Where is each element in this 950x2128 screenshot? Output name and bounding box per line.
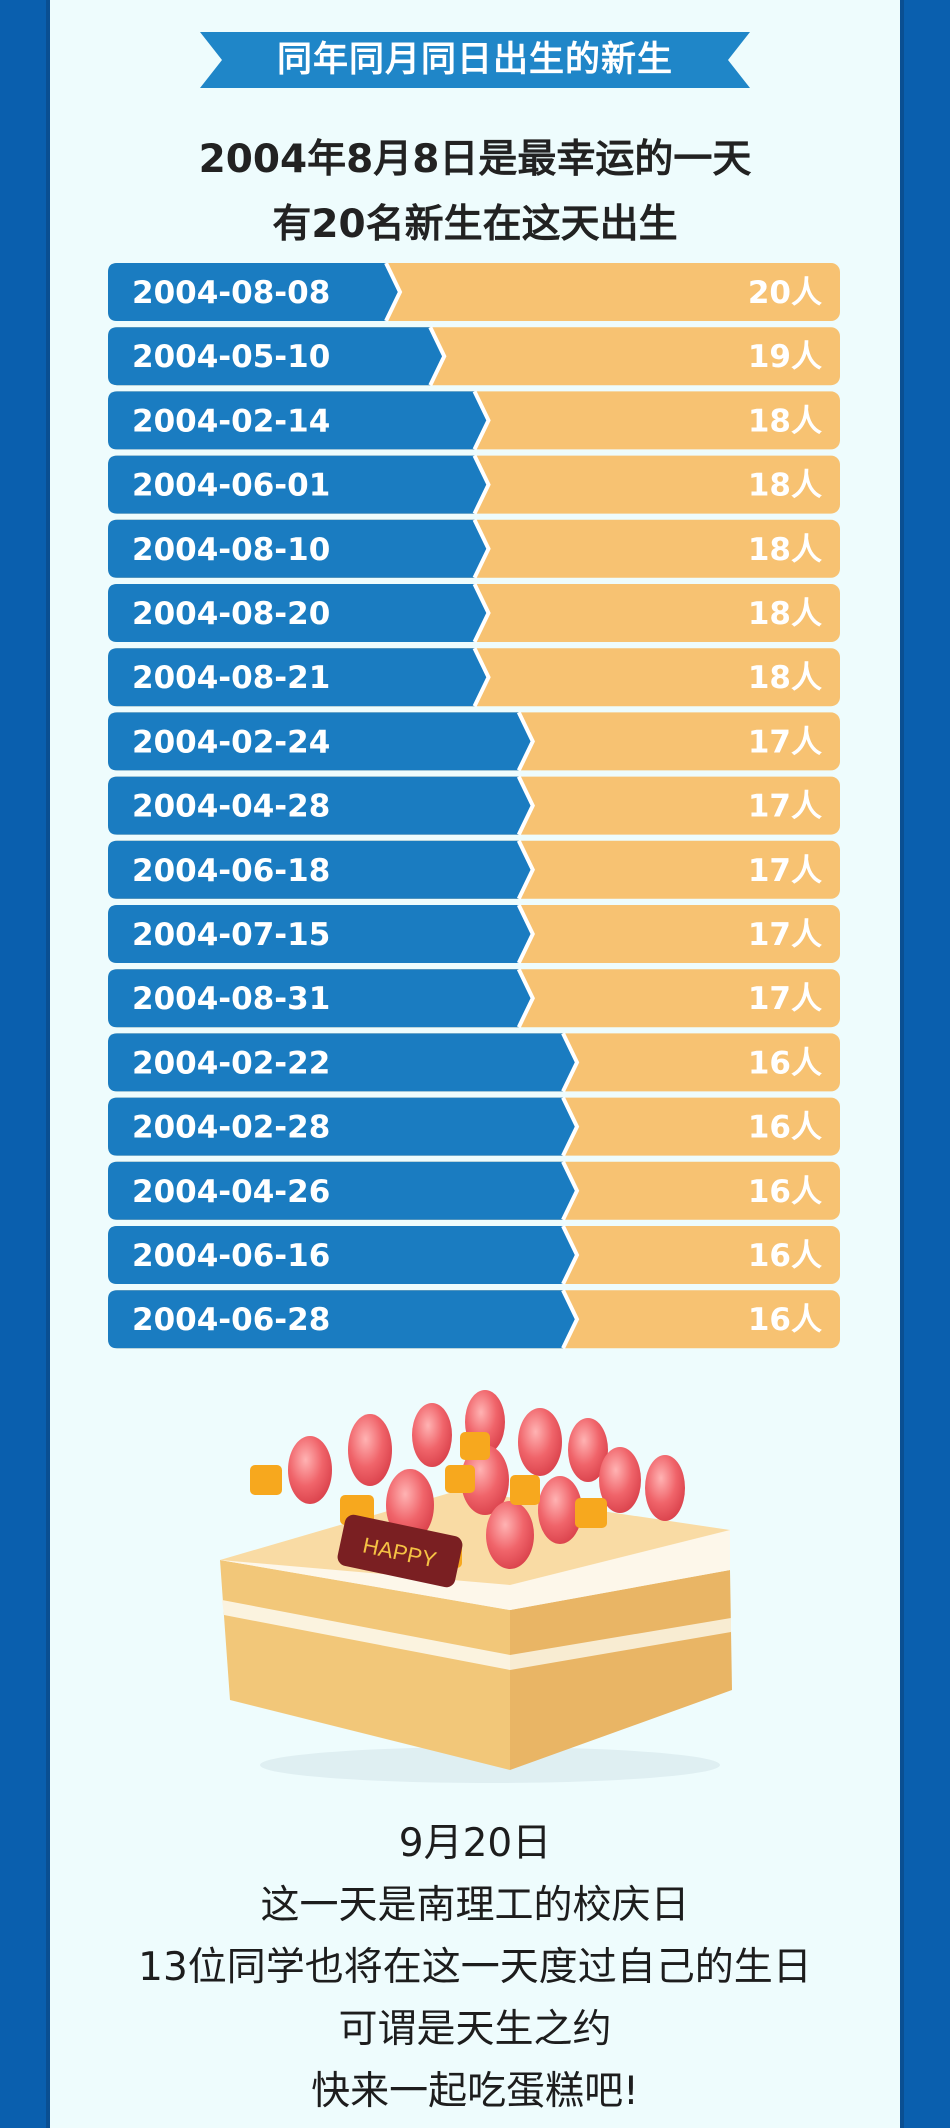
footer-line-4: 可谓是天生之约: [338, 2007, 612, 2052]
bar-separator: [428, 326, 447, 387]
category-label: 2004-06-16: [132, 1238, 330, 1274]
bar: [108, 905, 533, 963]
bar-separator: [561, 1032, 580, 1093]
bar-separator: [561, 1225, 580, 1285]
bar: [108, 840, 533, 899]
bar: [108, 648, 489, 707]
category-label: 2004-08-20: [132, 596, 330, 632]
category-label: 2004-08-10: [132, 532, 330, 568]
bar-separator: [472, 518, 491, 579]
value-label: 18人: [748, 403, 822, 439]
bar: [108, 519, 489, 578]
value-label: 20人: [748, 275, 822, 311]
bar-row: 2004-04-26 16人: [108, 1160, 840, 1221]
value-label: 16人: [748, 1238, 822, 1274]
bar: [108, 776, 533, 835]
bar-separator: [516, 968, 535, 1029]
bar-row: 2004-02-22 16人: [108, 1032, 840, 1093]
headline-line-1: 2004年8月8日是最幸运的一天: [198, 137, 752, 182]
bar-row: 2004-02-24 17人: [108, 711, 840, 772]
bar: [108, 1033, 577, 1092]
headline-line-2: 有20名新生在这天出生: [272, 202, 678, 247]
bar-separator: [472, 454, 491, 515]
bar: [108, 455, 489, 514]
value-label: 18人: [748, 596, 822, 632]
bar-separator: [516, 711, 535, 772]
value-label: 16人: [748, 1045, 822, 1081]
value-label: 16人: [748, 1110, 822, 1146]
bar-row: 2004-08-20 18人: [108, 583, 840, 643]
bar: [108, 1226, 577, 1284]
bar-separator: [516, 839, 535, 900]
bar-row: 2004-06-16 16人: [108, 1225, 840, 1285]
category-label: 2004-02-22: [132, 1045, 330, 1081]
bar: [108, 969, 533, 1028]
footer-line-3: 13位同学也将在这一天度过自己的生日: [138, 1945, 812, 1990]
value-label: 16人: [748, 1174, 822, 1210]
value-label: 18人: [748, 468, 822, 504]
bar-separator: [516, 775, 535, 836]
category-label: 2004-04-26: [132, 1174, 330, 1210]
happy-plaque: HAPPY: [337, 1514, 463, 1588]
bar-separator: [384, 263, 403, 322]
category-label: 2004-02-24: [132, 724, 330, 760]
banner-title: 同年同月同日出生的新生: [276, 40, 673, 80]
footer-line-1: 9月20日: [398, 1821, 552, 1866]
bar-row: 2004-05-10 19人: [108, 326, 840, 387]
bar-separator: [561, 1160, 580, 1221]
bar: [108, 1290, 577, 1349]
bar-separator: [472, 390, 491, 451]
value-label: 19人: [748, 339, 822, 375]
bar-separator: [561, 1289, 580, 1350]
value-label: 17人: [748, 853, 822, 889]
bar: [108, 712, 533, 771]
category-label: 2004-08-31: [132, 981, 330, 1017]
bar-row: 2004-02-28 16人: [108, 1096, 840, 1157]
category-label: 2004-02-28: [132, 1110, 330, 1146]
category-label: 2004-06-18: [132, 853, 330, 889]
bar-separator: [561, 1096, 580, 1157]
bar-separator: [472, 647, 491, 708]
category-label: 2004-08-21: [132, 660, 330, 696]
value-label: 17人: [748, 917, 822, 953]
bar-row: 2004-02-14 18人: [108, 390, 840, 451]
value-label: 16人: [748, 1302, 822, 1338]
bar-row: 2004-06-01 18人: [108, 454, 840, 515]
category-label: 2004-06-28: [132, 1302, 330, 1338]
category-label: 2004-06-01: [132, 468, 330, 504]
category-label: 2004-07-15: [132, 917, 330, 953]
bar-row: 2004-08-10 18人: [108, 518, 840, 579]
strawberry-decorations: [288, 1390, 685, 1569]
bar: [108, 1097, 577, 1156]
bar-row: 2004-04-28 17人: [108, 775, 840, 836]
value-label: 17人: [748, 981, 822, 1017]
value-label: 17人: [748, 724, 822, 760]
footer-line-2: 这一天是南理工的校庆日: [260, 1883, 690, 1928]
bar-row: 2004-08-08 20人: [108, 263, 840, 322]
bar: [108, 327, 445, 386]
value-label: 17人: [748, 789, 822, 825]
category-label: 2004-05-10: [132, 339, 330, 375]
category-label: 2004-02-14: [132, 403, 330, 439]
title-banner: 同年同月同日出生的新生: [200, 32, 750, 88]
bar-row: 2004-08-31 17人: [108, 968, 840, 1029]
value-label: 18人: [748, 532, 822, 568]
bar: [108, 584, 489, 642]
bar-row: 2004-07-15 17人: [108, 904, 840, 964]
bar-row: 2004-06-28 16人: [108, 1289, 840, 1350]
bar: [108, 263, 400, 321]
category-label: 2004-08-08: [132, 275, 330, 311]
value-label: 18人: [748, 660, 822, 696]
banner-ribbon-shape: [200, 32, 750, 88]
bar-row: 2004-08-21 18人: [108, 647, 840, 708]
category-label: 2004-04-28: [132, 789, 330, 825]
birthday-cake-illustration: HAPPY: [220, 1390, 732, 1783]
bar: [108, 1161, 577, 1220]
bar-separator: [472, 583, 491, 643]
bar-row: 2004-06-18 17人: [108, 839, 840, 900]
bar-separator: [516, 904, 535, 964]
bar: [108, 391, 489, 450]
footer-line-5: 快来一起吃蛋糕吧!: [311, 2069, 639, 2114]
